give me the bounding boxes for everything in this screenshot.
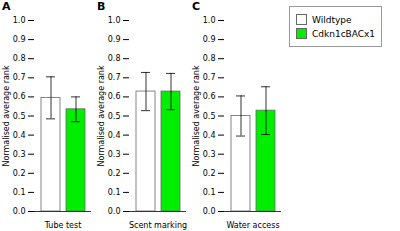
svg-text:0.3: 0.3 [13,150,26,159]
html-text:C: C [192,0,201,13]
svg-text:0.1: 0.1 [108,188,121,197]
svg-text:Normalised average rank: Normalised average rank [192,65,201,166]
svg-text:0.7: 0.7 [108,73,121,82]
svg-text:0.5: 0.5 [108,112,121,121]
svg-text:Tube test: Tube test [44,221,82,230]
svg-text:0.1: 0.1 [203,188,216,197]
svg-text:0.2: 0.2 [108,169,121,178]
svg-text:0.3: 0.3 [108,150,121,159]
svg-text:0.1: 0.1 [13,188,26,197]
svg-text:0.0: 0.0 [108,207,121,216]
svg-text:0.6: 0.6 [108,92,121,101]
svg-text:0.6: 0.6 [13,92,26,101]
html-text:Wildtype: Wildtype [312,14,352,25]
svg-text:0.8: 0.8 [203,54,216,63]
svg-text:0.7: 0.7 [203,73,216,82]
html-text:B: B [97,0,106,13]
svg-text:0.8: 0.8 [108,54,121,63]
svg-text:0.0: 0.0 [13,207,26,216]
svg-text:0.5: 0.5 [13,112,26,121]
svg-text:0.5: 0.5 [203,112,216,121]
svg-text:Water access: Water access [226,221,279,230]
svg-text:0.4: 0.4 [13,131,26,140]
svg-text:Scent marking: Scent marking [129,221,187,230]
html-text:Cdkn1cBACx1: Cdkn1cBACx1 [312,28,376,39]
svg-text:0.3: 0.3 [203,150,216,159]
svg-text:0.4: 0.4 [108,131,121,140]
svg-text:0.4: 0.4 [203,131,216,140]
svg-text:0.7: 0.7 [13,73,26,82]
svg-text:0.2: 0.2 [203,169,216,178]
svg-text:0.0: 0.0 [203,207,216,216]
svg-text:0.6: 0.6 [203,92,216,101]
html-text:A: A [2,0,11,13]
svg-text:1.0: 1.0 [108,16,121,25]
svg-text:0.9: 0.9 [203,35,216,44]
svg-text:1.0: 1.0 [203,16,216,25]
svg-text:0.9: 0.9 [108,35,121,44]
svg-text:0.9: 0.9 [13,35,26,44]
svg-text:0.8: 0.8 [13,54,26,63]
svg-text:Normalised average rank: Normalised average rank [2,65,11,166]
svg-text:1.0: 1.0 [13,16,26,25]
svg-text:0.2: 0.2 [13,169,26,178]
svg-text:Normalised average rank: Normalised average rank [97,65,106,166]
